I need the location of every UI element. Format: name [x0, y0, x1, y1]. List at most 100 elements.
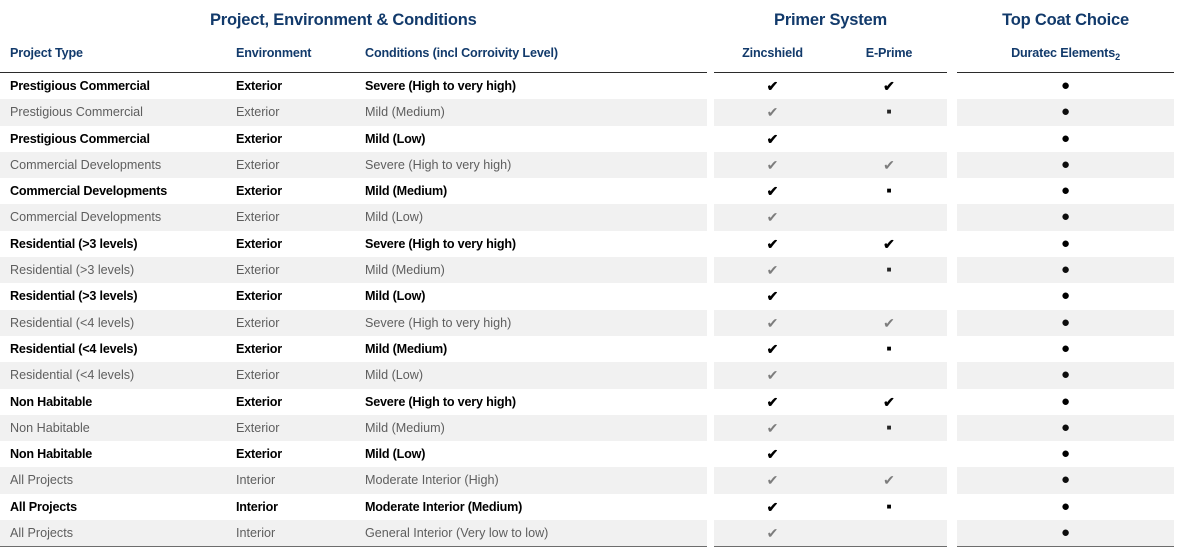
cell-conditions: General Interior (Very low to low)	[365, 520, 548, 546]
cell-environment: Exterior	[236, 152, 279, 178]
cell-conditions: Severe (High to very high)	[365, 310, 511, 336]
column-header-row-topcoat: Duratec Elements2	[957, 40, 1174, 73]
table-row: ✔✔	[714, 231, 947, 257]
duratec-subscript: 2	[1115, 52, 1120, 62]
cell-environment: Exterior	[236, 204, 279, 230]
cell-environment: Exterior	[236, 99, 279, 125]
cell-conditions: Mild (Low)	[365, 362, 423, 388]
cell-duratec-dot-icon: ●	[957, 310, 1174, 336]
table-row: Residential (>3 levels)ExteriorMild (Med…	[0, 257, 707, 283]
table-row: ✔✔	[714, 310, 947, 336]
cell-environment: Exterior	[236, 362, 279, 388]
cell-environment: Exterior	[236, 283, 282, 309]
cell-zincshield-check-icon: ✔	[714, 73, 831, 99]
table-row: ●	[957, 152, 1174, 178]
cell-conditions: Severe (High to very high)	[365, 231, 516, 257]
table-row: ●	[957, 415, 1174, 441]
cell-duratec-dot-icon: ●	[957, 257, 1174, 283]
table-row: ✔✔	[714, 152, 947, 178]
cell-environment: Exterior	[236, 389, 282, 415]
table-row: ●	[957, 99, 1174, 125]
table-row: Prestigious CommercialExteriorSevere (Hi…	[0, 73, 707, 99]
cell-environment: Exterior	[236, 126, 282, 152]
table-row: ✔	[714, 520, 947, 546]
cell-duratec-dot-icon: ●	[957, 494, 1174, 520]
cell-environment: Interior	[236, 520, 275, 546]
cell-zincshield-check-icon: ✔	[714, 389, 831, 415]
cell-eprime-check-icon: ✔	[831, 231, 947, 257]
cell-environment: Exterior	[236, 415, 279, 441]
table-row: Non HabitableExteriorSevere (High to ver…	[0, 389, 707, 415]
table-row: Non HabitableExteriorMild (Low)	[0, 441, 707, 467]
bottom-rule-primer	[714, 546, 947, 547]
column-header-project-type: Project Type	[10, 40, 83, 66]
cell-duratec-dot-icon: ●	[957, 73, 1174, 99]
group-title-top-coat-choice: Top Coat Choice	[957, 0, 1174, 40]
cell-environment: Exterior	[236, 231, 282, 257]
cell-duratec-dot-icon: ●	[957, 126, 1174, 152]
cell-eprime-square-icon: ■	[831, 494, 947, 520]
cell-project-type: Residential (<4 levels)	[10, 310, 134, 336]
duratec-label: Duratec Elements	[1011, 46, 1115, 60]
cell-eprime-check-icon: ✔	[831, 310, 947, 336]
table-row: Prestigious CommercialExteriorMild (Medi…	[0, 99, 707, 125]
table-body-pec: Prestigious Commercial Exterior Severe (Hi…	[0, 73, 707, 546]
cell-conditions: Mild (Medium)	[365, 336, 447, 362]
cell-duratec-dot-icon: ●	[957, 467, 1174, 493]
table-row: All ProjectsInteriorModerate Interior (M…	[0, 494, 707, 520]
cell-duratec-dot-icon: ●	[957, 283, 1174, 309]
table-row: Non HabitableExteriorMild (Medium)	[0, 415, 707, 441]
table-row: Commercial DevelopmentsExteriorSevere (H…	[0, 152, 707, 178]
table-row: ●	[957, 389, 1174, 415]
cell-project-type: Non Habitable	[10, 441, 92, 467]
cell-duratec-dot-icon: ●	[957, 99, 1174, 125]
cell-environment: Exterior	[236, 441, 282, 467]
column-header-zincshield: Zincshield	[714, 40, 831, 66]
table-row: Commercial DevelopmentsExteriorMild (Med…	[0, 178, 707, 204]
table-row: ●	[957, 126, 1174, 152]
table-row: All ProjectsInteriorModerate Interior (H…	[0, 467, 707, 493]
cell-project-type: Commercial Developments	[10, 152, 161, 178]
table-row: ✔■	[714, 494, 947, 520]
table-row: ✔■	[714, 99, 947, 125]
table-row: All Projects Interior General Interior (Ve…	[0, 520, 707, 546]
table-row: ●	[957, 178, 1174, 204]
column-header-environment: Environment	[236, 40, 311, 66]
cell-project-type: Residential (>3 levels)	[10, 231, 137, 257]
cell-conditions: Mild (Medium)	[365, 415, 445, 441]
cell-eprime-check-icon: ✔	[831, 389, 947, 415]
group-title-primer-system: Primer System	[714, 0, 947, 40]
table-row: ●	[957, 494, 1174, 520]
cell-zincshield-check-icon: ✔	[714, 126, 831, 152]
table-row: ✔■	[714, 178, 947, 204]
cell-environment: Exterior	[236, 336, 282, 362]
cell-duratec-dot-icon: ●	[957, 204, 1174, 230]
table-body-topcoat: ●●●●●●●●●●●●●●●●●●	[957, 73, 1174, 546]
table-row: Residential (<4 levels)ExteriorSevere (H…	[0, 310, 707, 336]
cell-project-type: All Projects	[10, 467, 73, 493]
group-title-project-environment-conditions: Project, Environment & Conditions	[0, 0, 707, 40]
table-row: ●	[957, 204, 1174, 230]
table-row: ●	[957, 441, 1174, 467]
cell-eprime-square-icon: ■	[831, 415, 947, 441]
table-row: ✔■	[714, 415, 947, 441]
cell-environment: Interior	[236, 467, 275, 493]
table-row: ●	[957, 231, 1174, 257]
cell-zincshield-check-icon: ✔	[714, 362, 831, 388]
cell-eprime-check-icon: ✔	[831, 152, 947, 178]
cell-project-type: Residential (<4 levels)	[10, 362, 134, 388]
table-row: ✔	[714, 204, 947, 230]
table-row: ✔■	[714, 257, 947, 283]
cell-project-type: Residential (>3 levels)	[10, 283, 137, 309]
table-row: ✔	[714, 283, 947, 309]
cell-zincshield-check-icon: ✔	[714, 204, 831, 230]
cell-project-type: All Projects	[10, 520, 73, 546]
cell-project-type: Prestigious Commercial	[10, 126, 150, 152]
bottom-rule-topcoat	[957, 546, 1174, 547]
cell-zincshield-check-icon: ✔	[714, 152, 831, 178]
cell-conditions: Moderate Interior (Medium)	[365, 494, 522, 520]
cell-zincshield-check-icon: ✔	[714, 441, 831, 467]
table-row: ●	[957, 362, 1174, 388]
table-row: ●	[957, 283, 1174, 309]
cell-eprime-square-icon: ■	[831, 336, 947, 362]
